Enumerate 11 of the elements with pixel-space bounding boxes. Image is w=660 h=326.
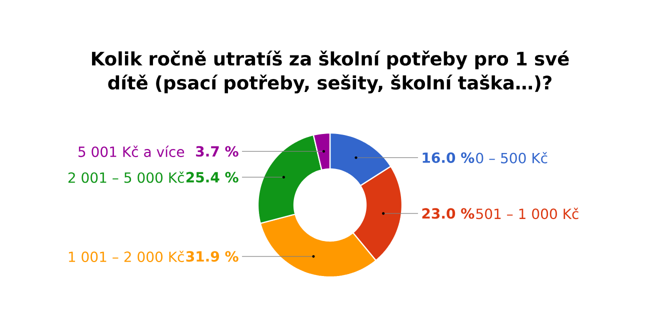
data-label: 16.0 % <box>422 152 474 163</box>
slice-label: 501 – 1 000 Kč <box>476 208 578 220</box>
data-label: 23.0 % <box>422 208 474 219</box>
chart-title: Kolik ročně utratíš za školní potřeby pro 1 své dítě (psací potřeby, sešity, školní taška…)? <box>92 50 569 94</box>
data-label: 3.7 % <box>196 146 238 157</box>
slice-label: 1 001 – 2 000 Kč <box>68 250 184 262</box>
slice-label: 5 001 Kč a více <box>78 146 184 158</box>
slice-label: 0 – 500 Kč <box>476 152 548 164</box>
data-label: 25.4 % <box>186 172 238 183</box>
data-label: 31.9 % <box>186 251 238 262</box>
slice-label: 2 001 – 5 000 Kč <box>68 172 184 183</box>
